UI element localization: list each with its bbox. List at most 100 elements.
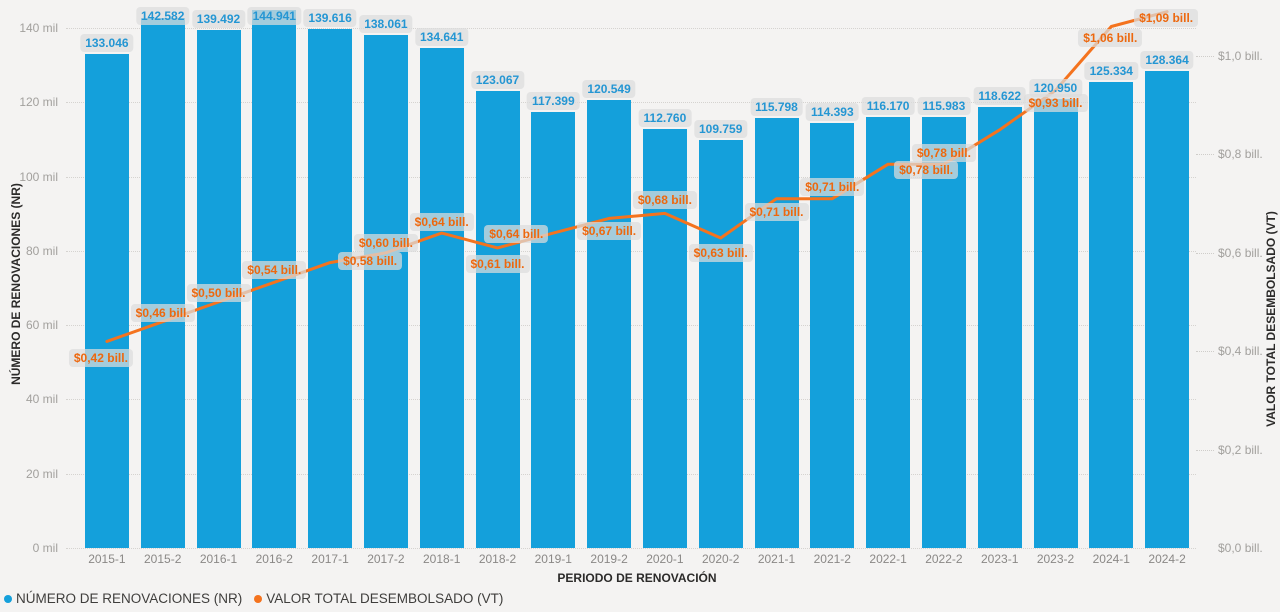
line-label-2015-2: $0,46 bill. [130, 303, 195, 322]
x-tick-label-2019-2: 2019-2 [590, 552, 628, 566]
y-right-tick-label: $0,0 bill. [1218, 541, 1263, 555]
x-tick-label-2021-2: 2021-2 [813, 552, 851, 566]
bar-label-2019-1: 117.399 [526, 91, 580, 110]
bar-label-2020-1: 112.760 [638, 109, 692, 128]
y-left-tick-label: 40 mil [25, 392, 58, 407]
bar-label-2019-2: 120.549 [582, 80, 636, 99]
line-label-2019-1: $0,64 bill. [484, 225, 549, 244]
x-tick-label-2019-1: 2019-1 [534, 552, 572, 566]
bar-2022-1[interactable] [866, 116, 911, 548]
line-label-2015-1: $0,42 bill. [68, 349, 133, 368]
y-right-tick-label: $0,2 bill. [1218, 442, 1263, 457]
bar-label-2024-1: 125.334 [1084, 62, 1138, 81]
legend-label-vt: VALOR TOTAL DESEMBOLSADO (VT) [266, 591, 504, 606]
x-tick-label-2024-1: 2024-1 [1092, 552, 1130, 566]
bar-2018-1[interactable] [419, 47, 464, 548]
bar-label-2021-1: 115.798 [750, 97, 803, 116]
line-label-2018-2: $0,61 bill. [465, 254, 530, 273]
x-tick-label-2017-2: 2017-2 [367, 552, 405, 566]
bar-2022-2[interactable] [921, 117, 966, 548]
line-label-2020-2: $0,63 bill. [688, 244, 753, 263]
bar-label-2015-1: 133.046 [80, 33, 134, 52]
y-left-tick-label: 80 mil [25, 243, 58, 258]
bar-2015-1[interactable] [84, 53, 129, 548]
bar-2019-1[interactable] [531, 111, 576, 548]
line-label-2023-2: $0,93 bill. [1023, 94, 1088, 113]
y-left-tick-label: 60 mil [25, 318, 58, 333]
bar-label-2022-2: 115.983 [917, 97, 971, 116]
x-tick-label-2022-1: 2022-1 [869, 552, 907, 566]
bar-2017-1[interactable] [308, 29, 353, 548]
line-label-2022-2: $0,78 bill. [911, 144, 976, 163]
line-label-2017-1: $0,58 bill. [338, 251, 403, 270]
legend: NÚMERO DE RENOVACIONES (NR) VALOR TOTAL … [4, 591, 503, 607]
y-left-tick-label: 20 mil [25, 466, 58, 481]
bar-2020-2[interactable] [698, 140, 743, 548]
bar-2023-1[interactable] [977, 107, 1022, 548]
line-label-2018-1: $0,64 bill. [409, 213, 474, 232]
line-label-2016-2: $0,54 bill. [242, 261, 307, 280]
right-axis-tick-stub [1196, 449, 1214, 451]
y-left-tick-label: 140 mil [19, 21, 58, 35]
line-label-2016-1: $0,50 bill. [186, 284, 251, 302]
line-label-2022-1: $0,78 bill. [894, 161, 959, 180]
bar-label-2016-1: 139.492 [191, 9, 246, 28]
y-left-tick-label: 100 mil [19, 169, 58, 184]
x-axis-title: PERIODO DE RENOVACIÓN [557, 571, 717, 585]
y-axis-right-title: VALOR TOTAL DESEMBOLSADO (VT) [1264, 211, 1278, 427]
bar-label-2016-2: 144.941 [247, 7, 301, 25]
x-tick-label-2023-2: 2023-2 [1036, 552, 1075, 566]
x-tick-label-2015-2: 2015-2 [144, 552, 182, 566]
x-tick-label-2015-1: 2015-1 [88, 552, 126, 566]
bar-2018-2[interactable] [475, 90, 520, 548]
bar-label-2022-1: 116.170 [861, 96, 915, 115]
y-left-tick-label: 120 mil [19, 95, 58, 110]
bar-label-2017-1: 139.616 [303, 9, 357, 28]
x-tick-label-2018-1: 2018-1 [423, 552, 461, 566]
legend-label-nr: NÚMERO DE RENOVACIONES (NR) [16, 591, 243, 606]
gridline-140-mil [66, 28, 1196, 29]
bar-2021-1[interactable] [754, 117, 799, 548]
bar-label-2020-2: 109.759 [693, 120, 748, 139]
right-axis-tick-stub [1196, 56, 1214, 57]
bar-2023-2[interactable] [1033, 98, 1078, 548]
line-label-2019-2: $0,67 bill. [577, 222, 642, 241]
bar-2017-2[interactable] [363, 35, 408, 548]
line-label-2021-2: $0,71 bill. [800, 177, 865, 196]
line-label-2017-2: $0,60 bill. [353, 233, 418, 252]
bar-2024-1[interactable] [1089, 82, 1134, 548]
legend-item-nr[interactable]: NÚMERO DE RENOVACIONES (NR) [4, 591, 242, 607]
x-tick-label-2021-1: 2021-1 [757, 552, 796, 566]
y-right-tick-label: $1,0 bill. [1218, 49, 1263, 63]
line-label-2020-1: $0,68 bill. [632, 191, 697, 210]
bar-2024-2[interactable] [1145, 71, 1190, 548]
bar-label-2021-2: 114.393 [805, 103, 859, 122]
y-right-tick-label: $0,4 bill. [1218, 344, 1263, 359]
vt-series-dot-icon [254, 595, 263, 603]
line-label-2021-1: $0,71 bill. [744, 202, 809, 221]
x-tick-label-2016-1: 2016-1 [199, 552, 238, 566]
y-left-tick-label: 0 mil [32, 541, 58, 555]
bar-label-2023-1: 118.622 [973, 87, 1027, 106]
x-tick-label-2022-2: 2022-2 [925, 552, 963, 566]
bar-label-2024-2: 128.364 [1140, 51, 1194, 70]
y-right-tick-label: $0,8 bill. [1218, 147, 1263, 162]
bar-2015-2[interactable] [140, 18, 185, 548]
nr-series-dot-icon [4, 595, 12, 603]
x-tick-label-2020-2: 2020-2 [702, 552, 740, 566]
right-axis-tick-stub [1196, 351, 1214, 353]
gridline-0-mil [66, 548, 1196, 549]
y-axis-left-title: NÚMERO DE RENOVACIONES (NR) [9, 183, 23, 385]
legend-item-vt[interactable]: VALOR TOTAL DESEMBOLSADO (VT) [254, 591, 503, 607]
y-right-tick-label: $0,6 bill. [1218, 245, 1263, 260]
bar-label-2018-2: 123.067 [470, 70, 525, 89]
bar-label-2015-2: 142.582 [135, 7, 190, 25]
right-axis-tick-stub [1196, 252, 1214, 254]
bar-label-2017-2: 138.061 [359, 15, 413, 34]
x-tick-label-2020-1: 2020-1 [646, 552, 684, 566]
bar-2019-2[interactable] [587, 100, 632, 548]
x-tick-label-2024-2: 2024-2 [1148, 552, 1186, 566]
x-tick-label-2017-1: 2017-1 [311, 552, 349, 566]
x-tick-label-2016-2: 2016-2 [255, 552, 293, 566]
